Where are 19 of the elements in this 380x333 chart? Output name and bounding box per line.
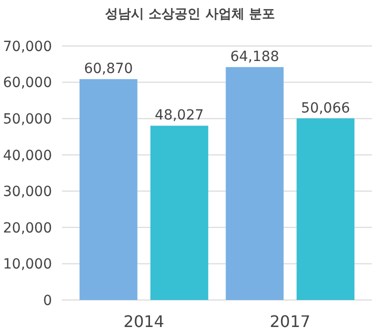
bar	[150, 126, 208, 300]
y-tick-label: 50,000	[3, 111, 52, 128]
chart-title: 성남시 소상공인 사업체 분포	[105, 7, 275, 22]
y-tick-label: 20,000	[3, 220, 52, 236]
y-tick-label: 40,000	[3, 148, 52, 164]
y-tick-label: 60,000	[3, 75, 52, 92]
y-tick-label: 30,000	[3, 184, 52, 200]
bar	[80, 79, 138, 300]
bar	[296, 118, 354, 300]
x-tick-label: 2014	[124, 312, 164, 331]
data-label: 50,066	[301, 100, 350, 116]
data-label: 64,188	[230, 49, 280, 66]
data-label: 48,027	[154, 108, 204, 124]
y-tick-label: 10,000	[3, 256, 52, 273]
x-tick-label: 2017	[270, 312, 310, 331]
y-tick-label: 0	[43, 292, 52, 309]
data-label: 60,870	[84, 61, 133, 78]
bar	[226, 67, 284, 300]
y-tick-label: 70,000	[3, 38, 52, 55]
